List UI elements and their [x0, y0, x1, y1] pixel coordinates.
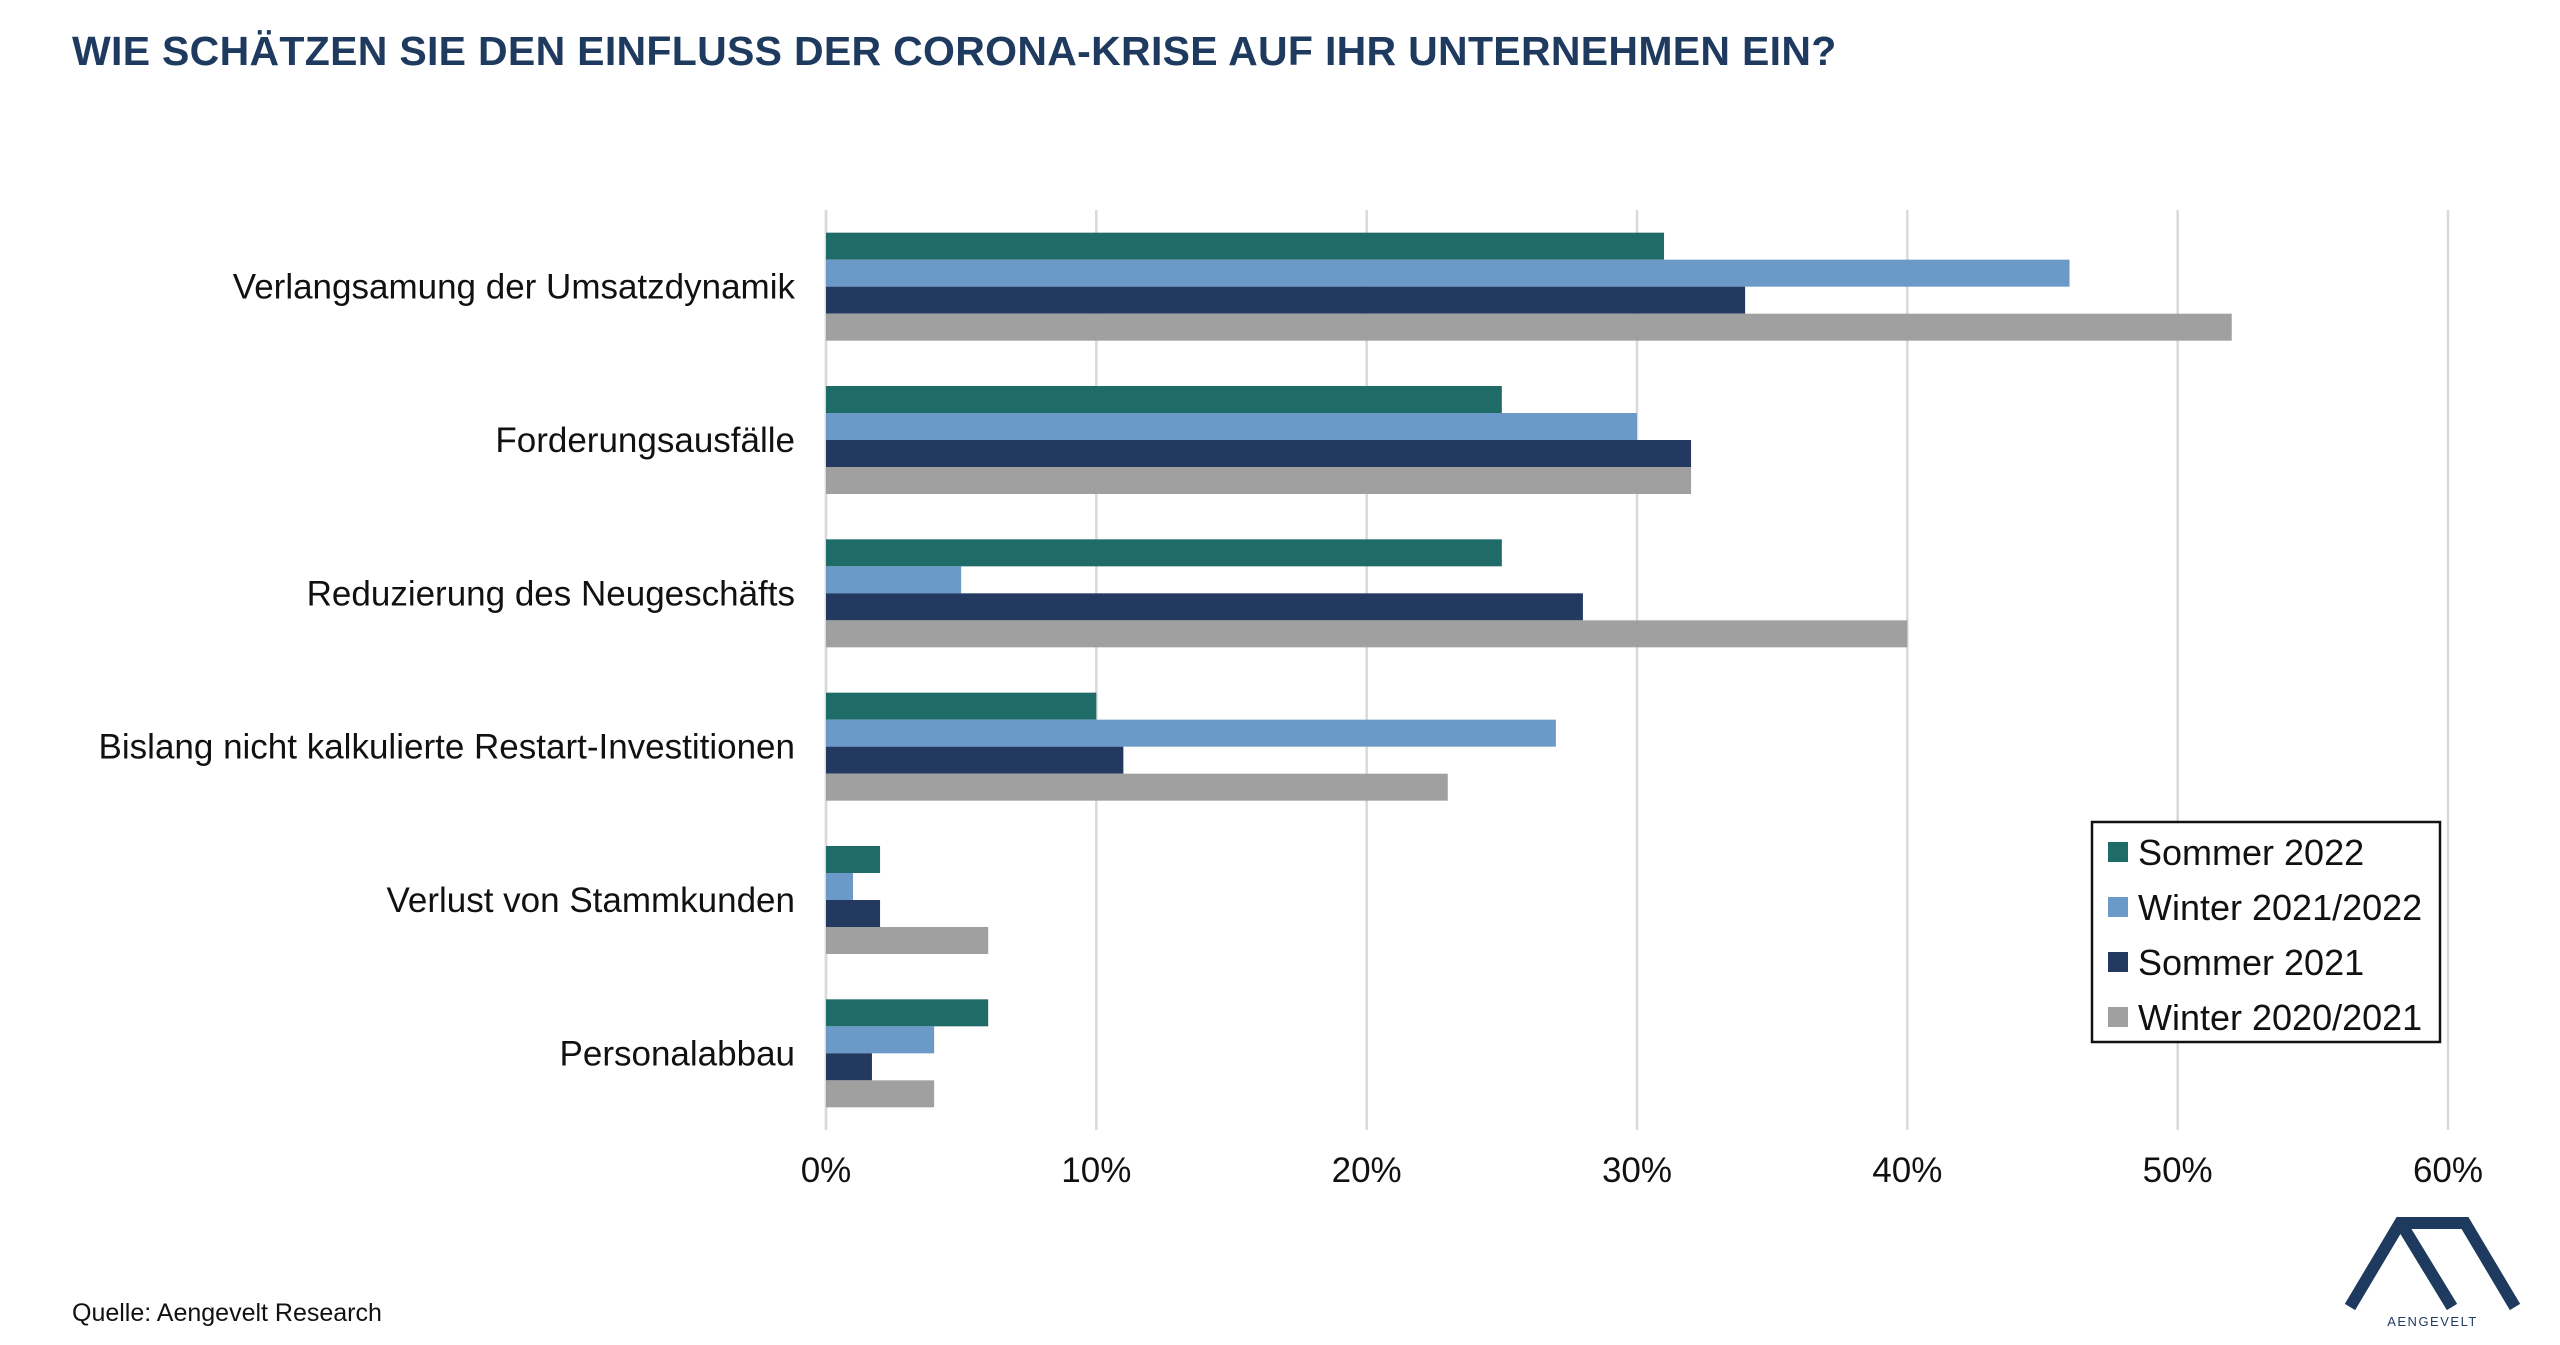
- bar: [826, 999, 989, 1027]
- category-label: Personalabbau: [560, 1034, 795, 1073]
- page-title: WIE SCHÄTZEN SIE DEN EINFLUSS DER CORONA…: [72, 28, 1837, 74]
- x-tick-label: 60%: [2413, 1151, 2483, 1190]
- x-tick-label: 30%: [1602, 1151, 1672, 1190]
- x-tick-label: 10%: [1061, 1151, 1131, 1190]
- bar: [826, 232, 1665, 260]
- bar: [826, 566, 962, 594]
- legend-label: Winter 2020/2021: [2138, 997, 2422, 1038]
- category-labels: Verlangsamung der Umsatzdynamik Forderung…: [99, 268, 796, 1074]
- bar: [826, 286, 1746, 314]
- legend-label: Sommer 2022: [2138, 832, 2364, 873]
- aengevelt-logo-icon: [2344, 1217, 2521, 1311]
- legend-swatch: [2108, 1007, 2128, 1027]
- bar: [826, 900, 881, 927]
- x-tick-label: 50%: [2143, 1151, 2213, 1190]
- bar: [826, 620, 1908, 648]
- legend-label: Sommer 2021: [2138, 942, 2364, 983]
- bars: [826, 232, 2232, 1108]
- bar: [826, 773, 1448, 801]
- bar: [826, 467, 1692, 494]
- bar: [826, 927, 989, 954]
- category-label: Verlust von Stammkunden: [386, 881, 795, 920]
- x-axis-tick-labels: 0% 10% 20% 30% 40% 50% 60%: [801, 1151, 2483, 1190]
- bar: [826, 873, 854, 900]
- bar: [826, 746, 1124, 774]
- bar: [826, 1026, 935, 1054]
- gridlines: [824, 210, 2450, 1130]
- bar: [826, 413, 1637, 440]
- legend-swatch: [2108, 842, 2128, 862]
- bar: [826, 259, 2070, 287]
- bar: [826, 846, 881, 873]
- bar: [826, 539, 1502, 567]
- bar: [826, 386, 1502, 413]
- bar: [826, 313, 2232, 341]
- category-label: Bislang nicht kalkulierte Restart-Invest…: [99, 728, 795, 767]
- source-note: Quelle: Aengevelt Research: [72, 1299, 382, 1327]
- legend-swatch: [2108, 897, 2128, 917]
- bar: [826, 1053, 872, 1081]
- category-label: Reduzierung des Neugeschäfts: [307, 574, 795, 613]
- x-tick-label: 20%: [1332, 1151, 1402, 1190]
- bar: [826, 692, 1097, 720]
- category-label: Verlangsamung der Umsatzdynamik: [233, 268, 796, 307]
- legend-box: [2090, 820, 2442, 1044]
- legend: Sommer 2022 Winter 2021/2022 Sommer 2021 Wi…: [2090, 820, 2442, 1044]
- bar: [826, 1080, 935, 1108]
- x-tick-label: 0%: [801, 1151, 852, 1190]
- x-tick-label: 40%: [1872, 1151, 1942, 1190]
- category-label: Forderungsausfälle: [495, 421, 795, 460]
- legend-label: Winter 2021/2022: [2138, 887, 2422, 928]
- bar: [826, 593, 1583, 621]
- logo-text: AENGEVELT: [2387, 1314, 2478, 1329]
- bar: [826, 719, 1556, 747]
- legend-swatch: [2108, 952, 2128, 972]
- bar: [826, 440, 1692, 467]
